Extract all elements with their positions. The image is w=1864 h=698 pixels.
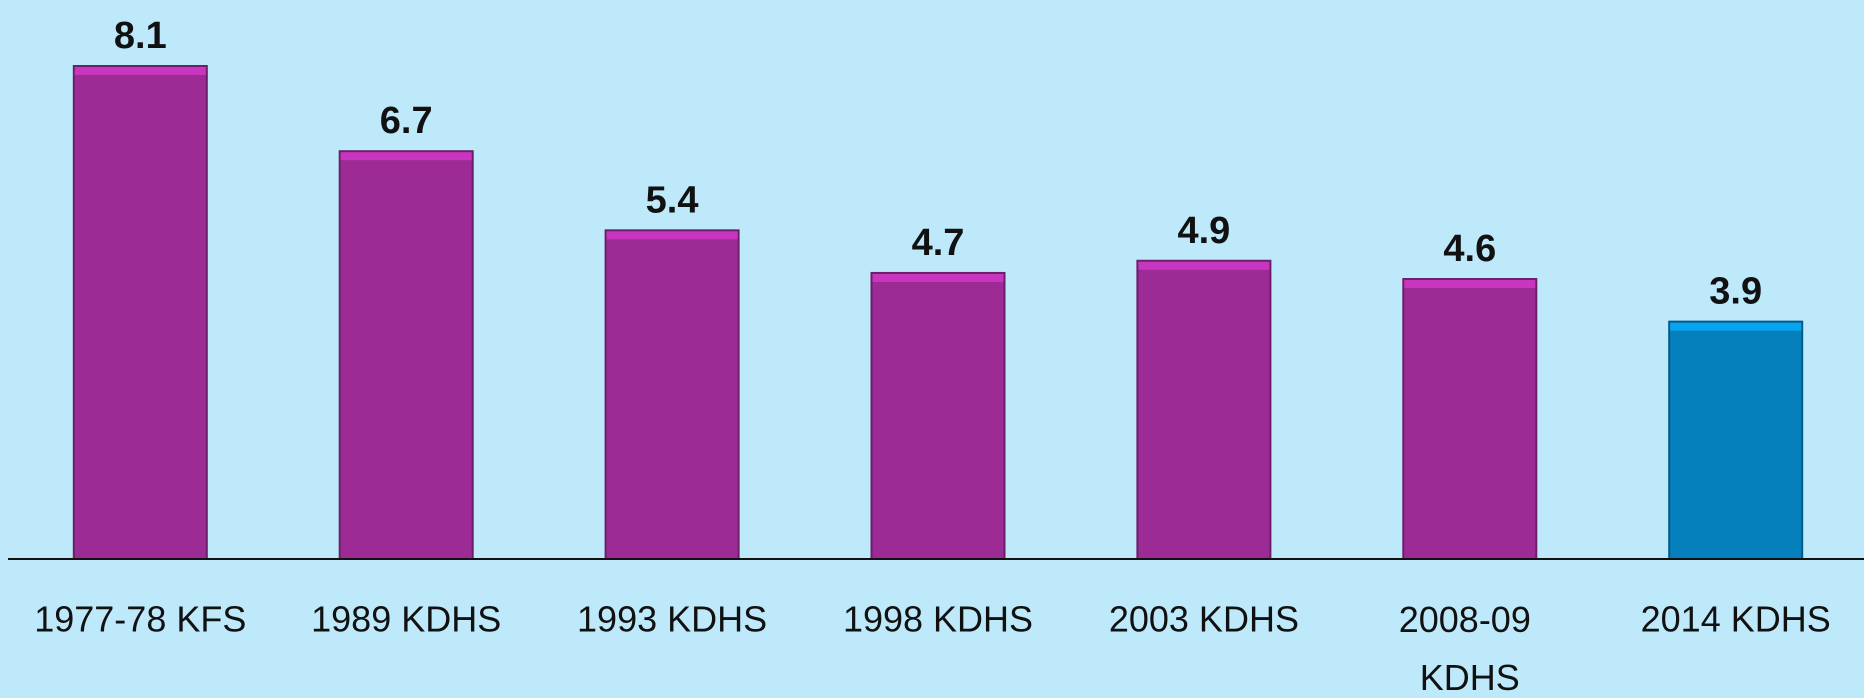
bar-bevel: [74, 67, 206, 75]
x-tick-label: 2008-09 KDHS: [1399, 599, 1541, 698]
bar: [338, 150, 474, 560]
bar-bevel: [340, 152, 472, 161]
bar: [870, 271, 1006, 560]
bar: [1136, 259, 1272, 560]
value-label: 8.1: [114, 15, 167, 57]
value-label: 4.6: [1443, 228, 1496, 270]
bar: [604, 229, 740, 560]
bar-bevel: [1670, 322, 1802, 331]
x-tick-label: 1989 KDHS: [311, 599, 501, 640]
value-label: 5.4: [646, 179, 699, 221]
bar-bevel: [1138, 261, 1270, 270]
value-label: 6.7: [380, 100, 433, 142]
x-tick-label: 1977-78 KFS: [34, 599, 246, 640]
value-label: 4.7: [912, 222, 965, 264]
bar: [72, 65, 208, 560]
bar-bevel: [1404, 280, 1536, 289]
value-label: 3.9: [1709, 271, 1762, 313]
x-tick-label-line: 2008-09: [1399, 599, 1541, 640]
x-tick-label: 2003 KDHS: [1109, 599, 1299, 640]
x-tick-label-line: KDHS: [1420, 657, 1520, 698]
bar-bevel: [606, 231, 738, 240]
x-tick-label: 2014 KDHS: [1641, 599, 1831, 640]
x-tick-label: 1998 KDHS: [843, 599, 1033, 640]
x-tick-label: 1993 KDHS: [577, 599, 767, 640]
value-label: 4.9: [1177, 210, 1230, 252]
bar: [1402, 278, 1538, 560]
bar-bevel: [872, 273, 1004, 282]
bar: [1668, 320, 1804, 561]
